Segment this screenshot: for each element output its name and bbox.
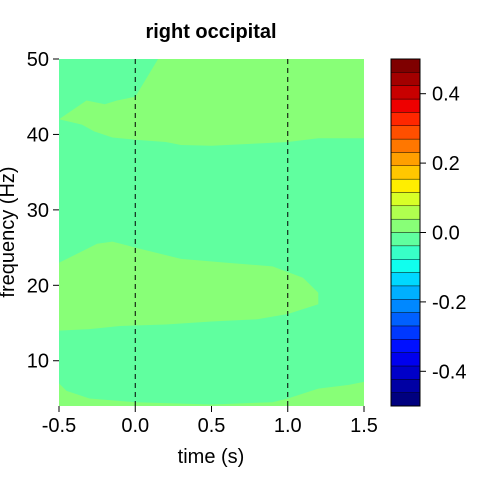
x-tick-label: 0.0 <box>121 415 149 437</box>
colorbar-swatch <box>390 285 421 300</box>
x-tick-label: 1.5 <box>350 415 378 437</box>
colorbar-swatch <box>390 245 421 260</box>
colorbar: -0.4 -0.2 0.0 0.2 0.4 <box>390 58 466 407</box>
colorbar-swatch <box>390 352 421 367</box>
colorbar-tick-label: 0.0 <box>432 223 460 245</box>
x-tick-label: 1.0 <box>274 415 302 437</box>
colorbar-swatch <box>390 152 421 166</box>
y-tick-label: 20 <box>27 275 49 297</box>
colorbar-tick-label: -0.4 <box>432 361 466 383</box>
y-axis-label: frequency (Hz) <box>0 166 19 297</box>
colorbar-swatch <box>390 218 421 233</box>
colorbar-swatch <box>390 325 421 340</box>
x-tick-label: -0.5 <box>42 415 76 437</box>
colorbar-swatch <box>390 379 421 393</box>
heatmap-region-3 <box>59 381 364 406</box>
axes: -0.5 0.0 0.5 1.0 1.5 10 20 30 40 50 <box>27 49 378 437</box>
y-tick-label: 40 <box>27 124 49 146</box>
y-tick-label: 30 <box>27 200 49 222</box>
colorbar-swatch <box>390 258 421 273</box>
colorbar-tick-label: -0.2 <box>432 292 466 314</box>
colorbar-swatch <box>390 365 421 380</box>
colorbar-swatch <box>390 112 421 126</box>
colorbar-swatch <box>390 392 421 407</box>
colorbar-swatch <box>390 72 421 86</box>
colorbar-swatch <box>390 125 421 140</box>
colorbar-swatch <box>390 192 421 207</box>
chart-title: right occipital <box>145 21 276 43</box>
colorbar-swatch <box>390 138 421 153</box>
colorbar-swatch <box>390 312 421 327</box>
colorbar-tick-label: 0.2 <box>432 153 460 175</box>
plot-area <box>59 59 364 406</box>
colorbar-swatch <box>390 232 421 247</box>
heatmap-region-2 <box>59 241 319 331</box>
colorbar-swatch <box>390 165 421 180</box>
y-tick-label: 50 <box>27 49 49 71</box>
colorbar-swatch <box>390 205 421 220</box>
x-axis-label: time (s) <box>178 446 245 468</box>
colorbar-swatch <box>390 85 421 100</box>
x-tick-label: 0.5 <box>198 415 226 437</box>
y-tick-label: 10 <box>27 351 49 373</box>
colorbar-swatch <box>390 58 421 73</box>
colorbar-swatch <box>390 272 421 287</box>
colorbar-swatch <box>390 98 421 113</box>
colorbar-swatch <box>390 299 421 313</box>
colorbar-swatch <box>390 339 421 353</box>
colorbar-swatch <box>390 178 421 193</box>
colorbar-tick-label: 0.4 <box>432 84 460 106</box>
